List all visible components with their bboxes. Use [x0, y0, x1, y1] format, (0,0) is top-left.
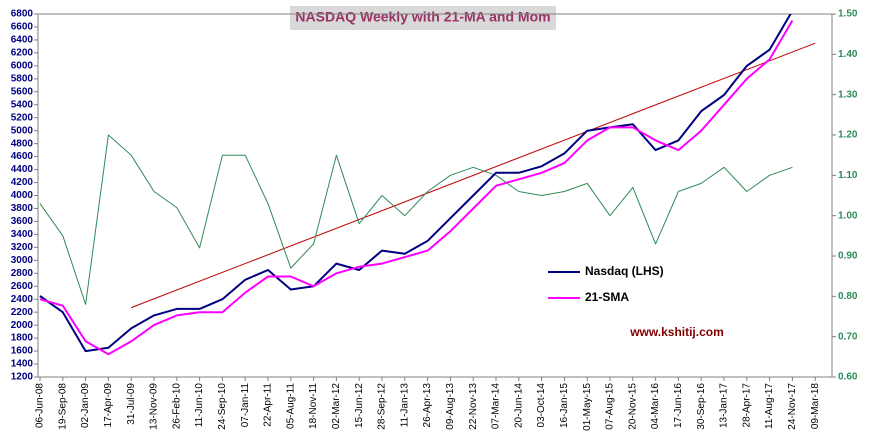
x-tick-label: 15-Jun-12 — [354, 383, 365, 428]
x-tick-label: 24-Sep-10 — [217, 383, 228, 430]
y2-tick-label: 1.50 — [838, 9, 858, 20]
x-tick-label: 07-Jan-11 — [240, 383, 251, 428]
y-tick-label: 5600 — [11, 86, 34, 97]
y-tick-label: 3200 — [11, 242, 34, 253]
x-tick-label: 16-Jan-15 — [559, 383, 570, 428]
x-tick-label: 05-Aug-11 — [285, 383, 296, 429]
watermark: www.kshitij.com — [629, 325, 724, 339]
x-tick-label: 17-Apr-09 — [103, 383, 114, 428]
y-tick-label: 6400 — [11, 35, 34, 46]
y2-tick-label: 0.80 — [838, 291, 858, 302]
y-tick-label: 2400 — [11, 294, 34, 305]
y2-tick-label: 0.70 — [838, 331, 858, 342]
series-line — [39, 19, 794, 356]
x-tick-label: 26-Apr-13 — [422, 383, 433, 428]
y2-tick-label: 1.20 — [838, 130, 858, 141]
y-tick-label: 6200 — [11, 48, 34, 59]
x-tick-label: 07-Mar-14 — [491, 383, 502, 430]
y-tick-label: 4200 — [11, 177, 34, 188]
y-tick-label: 1600 — [11, 346, 34, 357]
x-tick-label: 02-Jan-09 — [80, 383, 91, 428]
y-tick-label: 5200 — [11, 112, 34, 123]
x-tick-label: 09-Mar-18 — [810, 383, 821, 430]
x-tick-label: 24-Nov-17 — [787, 383, 798, 430]
y-tick-label: 4000 — [11, 190, 34, 201]
y2-tick-label: 1.10 — [838, 170, 858, 181]
x-tick-label: 26-Feb-10 — [171, 383, 182, 430]
y-tick-label: 5800 — [11, 73, 34, 84]
x-tick-label: 20-Nov-15 — [627, 383, 638, 430]
x-tick-label: 28-Sep-12 — [377, 383, 388, 430]
title-box — [290, 6, 556, 30]
x-tick-label: 11-Jun-10 — [194, 383, 205, 428]
series-line — [39, 134, 793, 305]
x-tick-label: 20-Jun-14 — [513, 383, 524, 428]
y-tick-label: 2600 — [11, 281, 34, 292]
legend-label: 21-SMA — [585, 290, 629, 304]
x-tick-label: 17-Jun-16 — [673, 383, 684, 428]
y-tick-label: 2800 — [11, 268, 34, 279]
x-tick-label: 06-Jun-08 — [35, 383, 46, 428]
x-tick-label: 18-Nov-11 — [308, 383, 319, 429]
x-tick-label: 19-Sep-08 — [57, 383, 68, 430]
x-tick-label: 28-Apr-17 — [741, 383, 752, 428]
x-tick-label: 30-Sep-16 — [696, 383, 707, 430]
y-tick-label: 3000 — [11, 255, 34, 266]
trendline — [131, 42, 816, 309]
y2-tick-label: 1.40 — [838, 49, 858, 60]
y-tick-label: 6000 — [11, 60, 34, 71]
x-tick-label: 13-Nov-09 — [149, 383, 160, 430]
y-tick-label: 6800 — [11, 9, 34, 20]
y-tick-label: 4600 — [11, 151, 34, 162]
y-tick-label: 6600 — [11, 22, 34, 33]
y2-tick-label: 0.60 — [838, 372, 858, 383]
y-tick-label: 3400 — [11, 229, 34, 240]
y2-tick-label: 0.90 — [838, 251, 858, 262]
x-tick-label: 22-Apr-11 — [263, 383, 274, 427]
x-tick-label: 13-Jan-17 — [719, 383, 730, 428]
y-tick-label: 1400 — [11, 359, 34, 370]
y-tick-label: 2000 — [11, 320, 34, 331]
x-tick-label: 01-May-15 — [582, 383, 593, 431]
x-tick-label: 07-Aug-15 — [605, 383, 616, 430]
x-tick-label: 04-Mar-16 — [650, 383, 661, 430]
x-tick-label: 22-Nov-13 — [468, 383, 479, 430]
x-tick-label: 09-Aug-13 — [445, 383, 456, 430]
x-tick-label: 02-Mar-12 — [331, 383, 342, 430]
x-tick-label: 11-Aug-17 — [764, 383, 775, 429]
legend-label: Nasdaq (LHS) — [585, 264, 664, 278]
y-tick-label: 4400 — [11, 164, 34, 175]
y-tick-label: 4800 — [11, 138, 34, 149]
chart-title: NASDAQ Weekly with 21-MA and Mom — [295, 9, 550, 25]
x-tick-label: 03-Oct-14 — [536, 383, 547, 428]
x-tick-label: 11-Jan-13 — [399, 383, 410, 428]
y-tick-label: 3800 — [11, 203, 34, 214]
y2-tick-label: 1.30 — [838, 89, 858, 100]
y2-tick-label: 1.00 — [838, 210, 858, 221]
y-tick-label: 3600 — [11, 216, 34, 227]
y-tick-label: 5000 — [11, 125, 34, 136]
plot-lines — [39, 14, 816, 356]
y-tick-label: 1200 — [11, 372, 34, 383]
y-tick-label: 5400 — [11, 99, 34, 110]
x-tick-label: 31-Jul-09 — [126, 383, 137, 425]
y-tick-label: 1800 — [11, 333, 34, 344]
y-tick-label: 2200 — [11, 307, 34, 318]
